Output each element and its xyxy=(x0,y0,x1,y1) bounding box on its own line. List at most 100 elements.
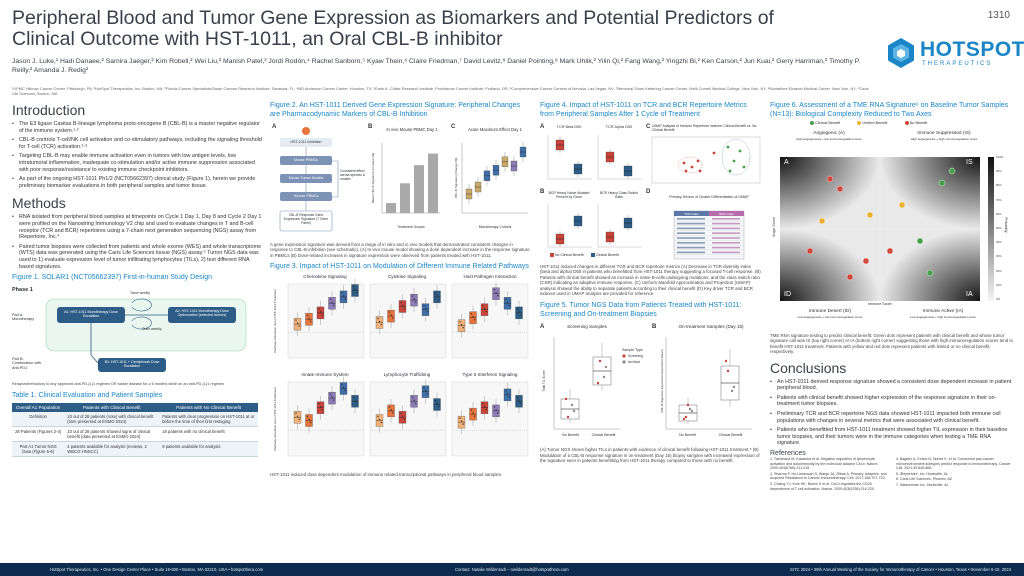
fig1-title: Figure 1. SOLAR1 (NCT05662397) First-in-… xyxy=(12,274,212,282)
fig2-panels: A B C xyxy=(270,121,532,239)
fig5-point xyxy=(684,416,688,419)
fig6-q-ia: IA xyxy=(966,291,973,298)
fig2-side-note: Consistent effect across species & model… xyxy=(340,169,365,181)
table-cell: 18 patients with no clinical benefit xyxy=(159,426,258,442)
fig4-caption: HST-1011 induced changes in different TC… xyxy=(540,264,761,297)
fig4-b1-title: BCR Heavy Naïve Mutated Percent by Clone xyxy=(548,191,590,199)
fig4-a2-title: TCR Alpha D50 xyxy=(605,125,633,129)
fig5-a-ylabel: Total TIL Score xyxy=(542,370,546,393)
fig2-flow-0: HST-1011 inhibition xyxy=(290,140,322,144)
fig5-caption: (A) Tumor NGS shows higher TILs in patie… xyxy=(540,447,760,464)
fig3-point xyxy=(470,409,473,411)
fig1-diagram: Phase 1 Part A: Monotherapy Part B: Comb… xyxy=(12,285,258,380)
fig3-point xyxy=(411,295,414,297)
logo-name: HOTSPOT xyxy=(920,38,1024,61)
fig6-xlabel: Immune Score xyxy=(868,302,892,306)
fig6-colorbar-tick: 10% xyxy=(996,282,1002,287)
fig5-point xyxy=(596,382,600,385)
fig5-graphics: A B xyxy=(540,324,752,430)
fig3-point xyxy=(354,399,356,401)
fig3-point xyxy=(434,399,437,401)
fig3-point xyxy=(296,415,299,417)
fig3-point xyxy=(436,294,438,297)
fig6-title: Figure 6. Assessment of a TME RNA Signat… xyxy=(770,102,1009,118)
fig3-point xyxy=(390,314,392,316)
fig3-point xyxy=(296,322,299,324)
fig3-point xyxy=(306,415,309,417)
fig3-point xyxy=(341,383,343,385)
logo-sub: THERAPEUTICS xyxy=(922,61,993,67)
fig6-colorbar-tick: 100% xyxy=(996,155,1004,159)
fig1-arrows xyxy=(45,298,247,372)
fig5-point xyxy=(604,366,608,369)
fig2-bar xyxy=(414,165,424,213)
fig3-point xyxy=(378,320,381,322)
fig6-patient-point xyxy=(836,185,844,193)
reference-item: 1. Tachibana M, Kawaoka et al. Negative … xyxy=(770,456,879,471)
fig4-table-entry xyxy=(677,251,705,254)
fig2-flow-2: Mouse Tumor Models xyxy=(288,176,324,180)
fig6-bl-label: Immune Desert (ID) xyxy=(808,309,852,314)
fig5-a-x0: No Benefit xyxy=(562,433,579,438)
legend-swatch-blue xyxy=(590,253,595,258)
fig4-graphics: A B C D xyxy=(540,124,761,260)
fig3-point xyxy=(472,412,474,414)
fig2-bar xyxy=(428,153,438,213)
fig6-patient-point xyxy=(818,217,826,225)
svg-text:B: B xyxy=(540,189,545,195)
fig6-legend: Clinical Benefit Limited Benefit No Bene… xyxy=(810,121,1014,129)
fig2-b1-xlabel: Treatment Groups xyxy=(397,225,425,229)
fig4-table-entry xyxy=(677,232,705,234)
fig3-point xyxy=(462,423,464,425)
fig3-point xyxy=(319,310,322,313)
legend-clinical-benefit: Clinical Benefit xyxy=(815,121,841,125)
fig6-colorbar-tick: 30% xyxy=(996,254,1002,259)
references-list-right: 4. Bagaev A, Kotlov N, Nomie K, et al. C… xyxy=(896,457,1014,492)
fig3-point xyxy=(356,402,358,404)
legend-swatch-red xyxy=(550,253,554,258)
fig4-d-col: BCR Index xyxy=(719,211,734,216)
fig3-point xyxy=(329,393,332,395)
fig3-point xyxy=(333,399,335,401)
fig3-point xyxy=(459,320,461,323)
fig3-point xyxy=(388,311,391,313)
fig3-point xyxy=(497,411,499,414)
fig6-colorbar-tick: 90% xyxy=(996,169,1002,174)
fig5-point xyxy=(688,408,692,411)
fig3-point xyxy=(342,386,345,388)
fig3-panel-title: Innate Immune System xyxy=(301,371,349,377)
fig3-panel-title: Lymphocyte Trafficking xyxy=(383,371,431,377)
fig3-point xyxy=(388,405,391,408)
fig4-d-col: TCR Index xyxy=(684,211,699,216)
fig2-b2-title: Acute Maximum Effect Day 1 xyxy=(468,127,522,132)
fig4-table-entry xyxy=(712,232,740,234)
fig6-patient-point xyxy=(898,201,906,209)
fig4-legend: No Clinical Benefit Clinical Benefit xyxy=(550,253,619,258)
intro-bullet: The E3 ligase Casitas B-lineage lymphoma… xyxy=(12,121,262,134)
fig3-point xyxy=(474,318,476,321)
fig3-point xyxy=(411,396,414,398)
fig6-colorbar-tick: 0% xyxy=(996,297,1001,301)
intro-bullet: Targeting CBL-B may enable immune activa… xyxy=(12,153,262,173)
fig5-panels: A B Screening Samples On-treatment Sampl… xyxy=(540,321,762,445)
fig6-tl-label: Angiogenic (A) xyxy=(813,131,845,136)
fig3-panel-title: Host Pathogen Interaction xyxy=(463,273,517,279)
svg-text:A: A xyxy=(272,124,277,130)
table-row: Definition 10 out of 28 patients (note) … xyxy=(12,411,258,427)
fig4-umap-point xyxy=(684,169,688,173)
fig5-point xyxy=(566,416,570,419)
svg-text:C: C xyxy=(646,124,651,130)
fig2-b2-xlabel: Monotherapy Cohorts xyxy=(478,225,512,229)
fig3-point xyxy=(505,298,507,300)
fig3-point xyxy=(331,301,333,303)
fig3-title: Figure 3. Impact of HST-1011 on Modulati… xyxy=(270,263,529,271)
fig3-point xyxy=(392,411,394,414)
fig5-point xyxy=(726,370,730,373)
fig4-table-entry xyxy=(712,237,740,239)
fig4-umap-point xyxy=(728,169,732,173)
fig3-point xyxy=(295,412,297,414)
fig4-c-title: UMAP Analysis of Immune Repertoire Index… xyxy=(652,124,757,132)
fig3-point xyxy=(413,298,415,300)
fig3-point xyxy=(378,418,381,420)
